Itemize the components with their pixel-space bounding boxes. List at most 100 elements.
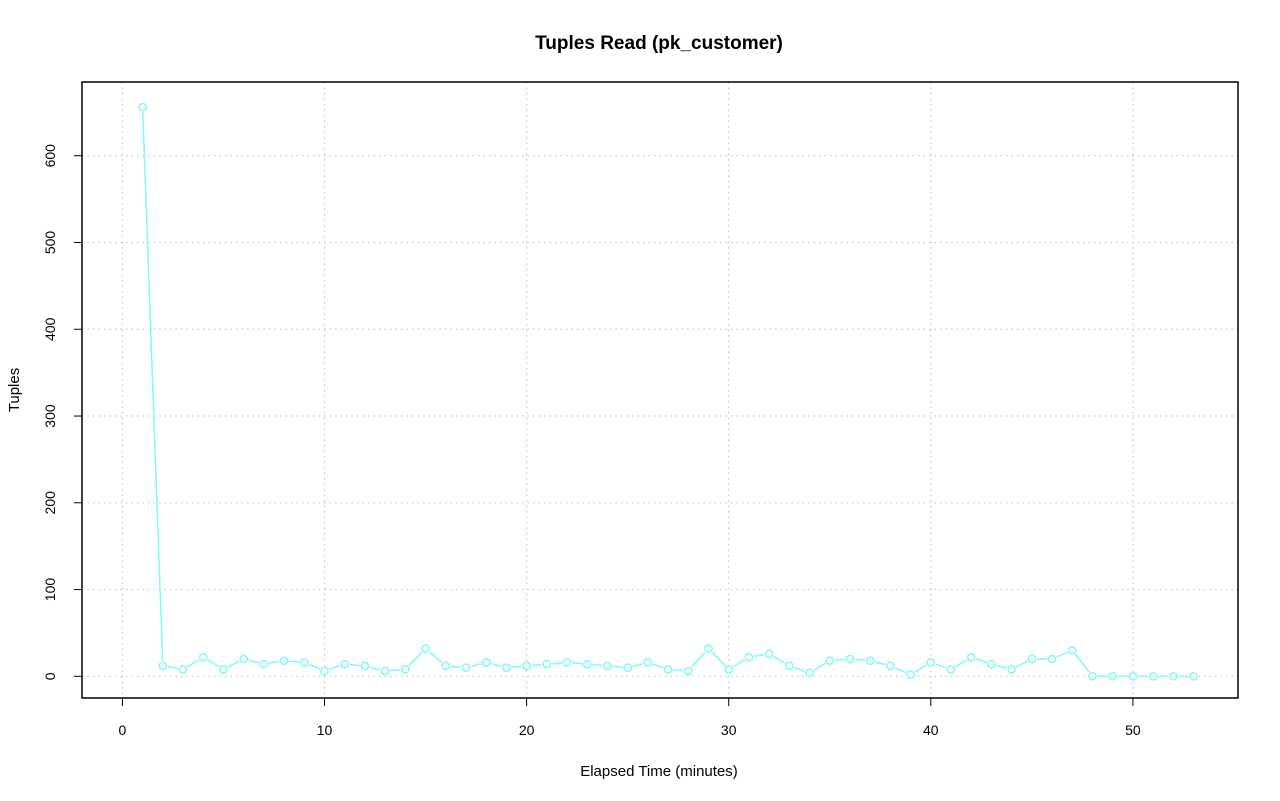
data-point [582, 659, 592, 669]
data-point [502, 663, 511, 672]
data-point [764, 649, 774, 659]
series-segment [914, 664, 927, 673]
plot-frame [81, 81, 1239, 699]
data-point [178, 665, 188, 674]
data-point [926, 658, 936, 667]
series-segment [329, 665, 341, 671]
data-point [1027, 654, 1037, 664]
series-segment [854, 658, 866, 662]
y-axis: 0 100 200 300 400 500 600 [42, 144, 82, 680]
data-point [219, 665, 228, 674]
data-point [340, 659, 350, 669]
series-segment [753, 653, 765, 658]
data-point [966, 652, 976, 662]
grid [82, 82, 1238, 698]
data-point [320, 666, 329, 676]
series-segment [732, 659, 745, 668]
series-segment [187, 659, 200, 668]
data-point [805, 668, 814, 678]
series-segment [813, 662, 826, 671]
data-point [158, 661, 168, 671]
data-point [138, 102, 147, 112]
series-segment [834, 658, 845, 662]
data-point [1148, 671, 1158, 681]
series-segment [207, 659, 220, 668]
series-segment [1074, 653, 1090, 673]
series-segment [996, 664, 1007, 669]
chart-title: Tuples Read (pk_customer) [535, 33, 783, 54]
data-point [198, 652, 208, 662]
data-point [401, 665, 410, 674]
series-segment [390, 669, 401, 672]
x-axis-label: Elapsed Time (minutes) [580, 763, 738, 780]
series-segment [935, 663, 947, 669]
series-segment [673, 669, 684, 672]
series-segment [289, 660, 300, 663]
data-point [744, 652, 754, 662]
series-tuples [138, 102, 1198, 681]
data-point [987, 659, 996, 669]
data-point [259, 659, 269, 669]
data-point [1088, 671, 1097, 681]
data-point [239, 654, 249, 664]
series-segment [894, 667, 907, 674]
data-point [279, 656, 289, 666]
series-segment [773, 655, 786, 664]
data-point [1067, 645, 1077, 655]
y-tick-label: 400 [42, 317, 58, 341]
series-segment [975, 658, 987, 664]
data-point [603, 661, 612, 671]
series-segment [268, 660, 280, 665]
y-tick-label: 300 [42, 404, 58, 428]
series-segment [470, 662, 482, 668]
data-point [1108, 671, 1118, 681]
x-tick-label: 40 [923, 722, 939, 738]
series-segment [369, 666, 381, 671]
data-point [380, 666, 390, 676]
data-point [825, 656, 835, 666]
data-point [845, 654, 855, 664]
series-segment [428, 651, 443, 664]
series-segment [531, 663, 542, 667]
x-tick-label: 30 [721, 722, 737, 738]
data-point [441, 661, 451, 671]
data-point [724, 665, 734, 674]
data-point [421, 644, 430, 653]
data-point [562, 658, 572, 667]
x-tick-label: 0 [119, 722, 127, 738]
series-segment [793, 666, 805, 672]
data-point [481, 658, 491, 667]
data-point [623, 663, 633, 672]
series-segment [167, 666, 179, 670]
series-segment [408, 651, 423, 667]
series-segment [874, 661, 886, 666]
series-segment [227, 660, 240, 668]
series-segment [632, 662, 644, 668]
y-axis-label: Tuples [6, 368, 23, 412]
data-point [704, 644, 713, 653]
series-segment [592, 663, 603, 667]
series-segment [955, 659, 968, 668]
data-point [542, 659, 552, 669]
series-segment [1056, 651, 1068, 658]
x-tick-label: 10 [317, 722, 333, 738]
data-point [663, 665, 673, 674]
data-point [683, 666, 693, 676]
series-segment [248, 659, 260, 664]
series-segment [349, 663, 360, 667]
y-tick-label: 600 [42, 144, 58, 168]
data-point [784, 661, 794, 671]
data-point [1128, 671, 1138, 681]
data-point [522, 661, 531, 671]
x-tick-label: 50 [1125, 722, 1141, 738]
x-tick-label: 20 [519, 722, 535, 738]
y-tick-label: 200 [42, 491, 58, 515]
x-axis: 0 10 20 30 40 50 [119, 698, 1141, 738]
data-point [865, 656, 875, 666]
series-segment [652, 663, 664, 669]
data-point [360, 661, 370, 671]
series-segment [572, 662, 583, 665]
data-point [906, 670, 915, 679]
series-segment [490, 662, 502, 668]
